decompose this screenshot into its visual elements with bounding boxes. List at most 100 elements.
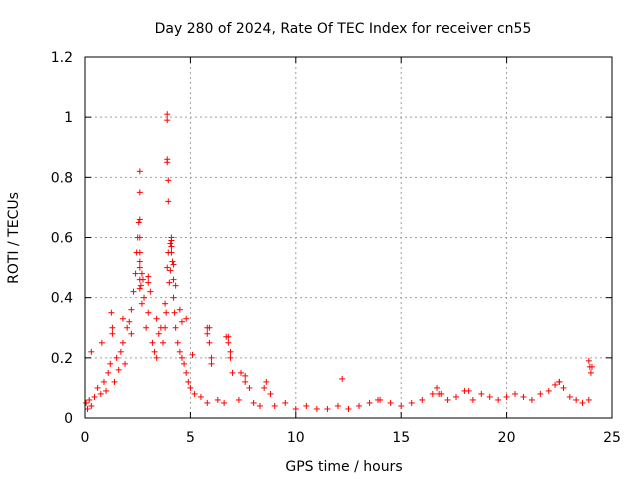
data-point <box>227 348 234 355</box>
data-point <box>214 396 221 403</box>
data-point <box>84 405 91 412</box>
data-point <box>126 318 133 325</box>
data-point <box>587 369 594 376</box>
data-point <box>141 294 148 301</box>
data-point <box>408 399 415 406</box>
data-point <box>246 384 253 391</box>
x-tick-label: 10 <box>287 430 305 446</box>
data-point <box>162 300 169 307</box>
data-point <box>172 282 179 289</box>
data-point <box>444 396 451 403</box>
data-point <box>128 306 135 313</box>
data-point <box>313 405 320 412</box>
data-point <box>107 360 114 367</box>
y-tick-label: 0.8 <box>51 170 73 186</box>
data-point <box>375 396 382 403</box>
data-point <box>109 330 116 337</box>
data-point <box>256 402 263 409</box>
y-tick-label: 0.2 <box>51 351 73 367</box>
data-point <box>183 369 190 376</box>
data-point <box>170 276 177 283</box>
data-point <box>88 348 95 355</box>
data-point <box>153 315 160 322</box>
data-point <box>174 339 181 346</box>
data-point <box>145 279 152 286</box>
data-point <box>229 369 236 376</box>
data-point <box>155 330 162 337</box>
data-point <box>585 396 592 403</box>
grid <box>85 57 612 418</box>
data-point <box>573 396 580 403</box>
data-point <box>520 393 527 400</box>
data-point <box>147 288 154 295</box>
data-point <box>153 354 160 361</box>
data-point <box>429 390 436 397</box>
data-point <box>189 351 196 358</box>
data-point <box>178 354 185 361</box>
data-point <box>83 399 90 406</box>
data-point <box>387 399 394 406</box>
y-tick-label: 0.4 <box>51 291 73 307</box>
data-point <box>263 378 270 385</box>
data-point <box>170 294 177 301</box>
data-point <box>339 375 346 382</box>
data-point <box>206 339 213 346</box>
data-point <box>187 384 194 391</box>
data-point <box>165 177 172 184</box>
data-point <box>345 405 352 412</box>
data-point <box>132 270 139 277</box>
data-point <box>166 279 173 286</box>
data-point <box>434 384 441 391</box>
data-point <box>164 264 171 271</box>
data-point <box>585 357 592 364</box>
data-point <box>122 360 129 367</box>
data-point <box>119 315 126 322</box>
data-point <box>119 339 126 346</box>
data-point <box>136 249 143 256</box>
data-point <box>172 324 179 331</box>
data-point <box>163 309 170 316</box>
x-tick-label: 5 <box>186 430 195 446</box>
data-point <box>503 393 510 400</box>
data-point <box>282 399 289 406</box>
data-point <box>227 354 234 361</box>
data-point <box>164 159 171 166</box>
data-point <box>560 384 567 391</box>
data-point <box>419 396 426 403</box>
data-point <box>303 402 310 409</box>
data-point <box>537 390 544 397</box>
data-point <box>138 270 145 277</box>
data-point <box>528 396 535 403</box>
data-point <box>250 399 257 406</box>
axis-ticks <box>84 56 613 419</box>
data-point <box>221 399 228 406</box>
data-point <box>204 324 211 331</box>
data-point <box>91 393 98 400</box>
y-tick-label: 1 <box>64 110 73 126</box>
data-point <box>128 330 135 337</box>
data-point <box>113 354 120 361</box>
data-point <box>208 354 215 361</box>
data-point <box>117 348 124 355</box>
data-point <box>356 402 363 409</box>
x-tick-label: 25 <box>603 430 621 446</box>
data-point <box>94 384 101 391</box>
y-tick-labels: 0 0.2 0.4 0.6 0.8 1 1.2 <box>51 50 73 427</box>
x-tick-label: 15 <box>392 430 410 446</box>
data-point <box>136 276 143 283</box>
data-point <box>168 243 175 250</box>
data-point <box>579 399 586 406</box>
data-point <box>261 384 268 391</box>
data-point <box>267 390 274 397</box>
data-point <box>136 216 143 223</box>
y-axis-label: ROTI / TECUs <box>6 192 22 284</box>
data-point <box>100 378 107 385</box>
data-point <box>171 309 178 316</box>
y-tick-label: 0 <box>64 411 73 427</box>
data-point <box>136 168 143 175</box>
data-point <box>111 378 118 385</box>
data-point <box>167 240 174 247</box>
data-point <box>197 393 204 400</box>
data-point <box>145 273 152 280</box>
data-point <box>124 324 131 331</box>
